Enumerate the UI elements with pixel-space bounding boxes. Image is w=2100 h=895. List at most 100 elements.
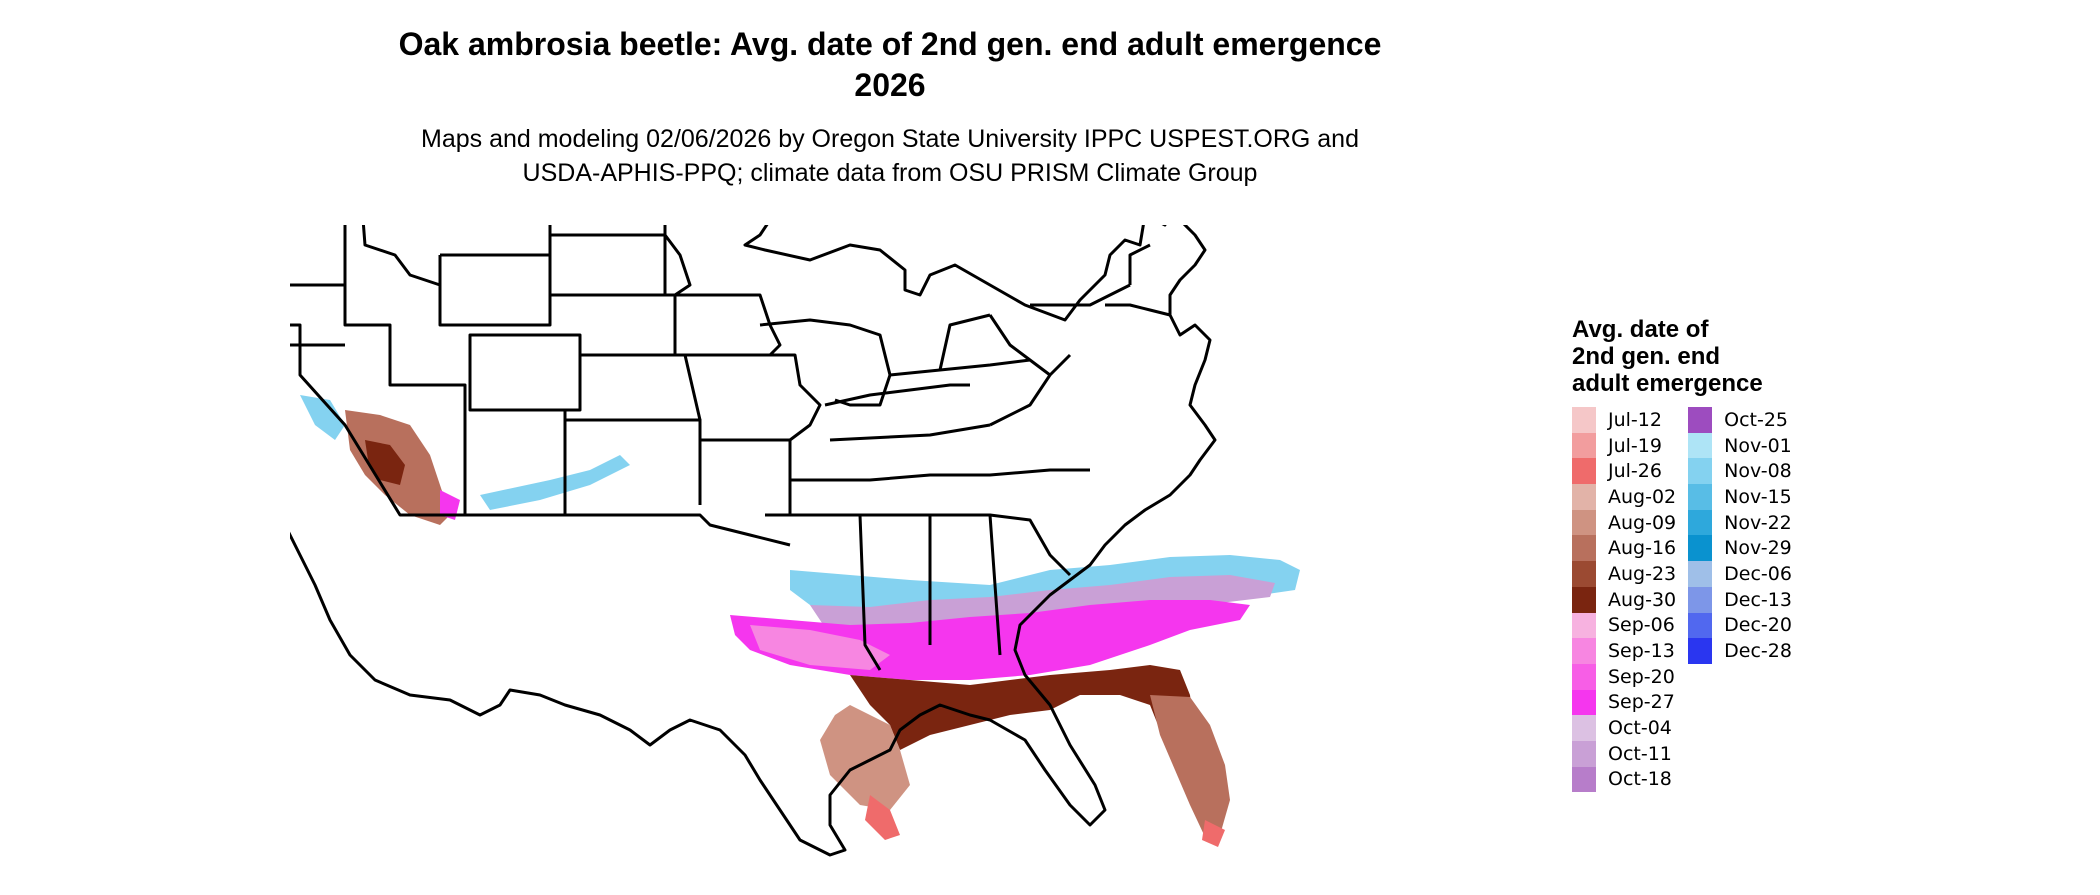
legend-label: Oct-04 xyxy=(1608,717,1672,740)
legend-swatch xyxy=(1688,407,1713,433)
legend-item: Aug-16 xyxy=(1572,535,1677,562)
legend-swatch xyxy=(1688,509,1713,536)
legend-swatch xyxy=(1572,535,1596,562)
legend-columns: Jul-12 Jul-19 Jul-26 Aug-02 Aug-09 Aug-16 Aug-… xyxy=(1572,407,1792,793)
legend-item: Oct-04 xyxy=(1572,715,1676,741)
legend-item: Sep-06 xyxy=(1572,612,1676,639)
state-line-10 xyxy=(550,233,667,297)
legend-swatch xyxy=(1572,458,1596,485)
legend-label: Jul-26 xyxy=(1608,460,1662,483)
legend-item: Dec-13 xyxy=(1688,586,1792,613)
region-tan-south xyxy=(820,705,910,810)
region-florida-tip xyxy=(1202,820,1225,847)
legend-label: Sep-06 xyxy=(1608,614,1675,637)
legend-title-line-1: Avg. date of xyxy=(1572,316,1709,343)
state-line-6 xyxy=(440,225,552,257)
legend-title-line-3: adult emergence xyxy=(1572,370,1763,397)
legend-label: Sep-27 xyxy=(1608,691,1675,714)
legend-item: Jul-12 xyxy=(1572,407,1676,433)
state-line-20 xyxy=(759,318,892,407)
legend-item: Aug-09 xyxy=(1572,509,1677,536)
region-brown-coast xyxy=(850,665,1195,750)
legend-label: Dec-28 xyxy=(1724,640,1792,663)
legend-swatch xyxy=(1572,766,1596,793)
legend-swatch xyxy=(1572,432,1596,459)
legend-label: Dec-06 xyxy=(1724,562,1792,585)
map-title-line-2: 2026 xyxy=(854,67,926,103)
us-outline xyxy=(290,225,1217,857)
legend-label: Nov-08 xyxy=(1724,460,1792,483)
legend-swatch xyxy=(1688,638,1713,664)
legend-item: Oct-18 xyxy=(1572,766,1676,793)
region-california-blue xyxy=(300,395,345,440)
legend-swatch xyxy=(1688,458,1713,485)
state-line-33 xyxy=(1105,303,1171,317)
legend-item: Nov-15 xyxy=(1688,484,1792,510)
legend-label: Aug-16 xyxy=(1608,537,1677,560)
legend-item: Dec-06 xyxy=(1688,561,1792,587)
legend-title: Avg. date of 2nd gen. end adult emergenc… xyxy=(1572,316,1792,397)
legend-item: Nov-22 xyxy=(1688,509,1792,536)
region-light-magenta xyxy=(750,625,890,670)
state-line-23 xyxy=(790,468,1090,482)
map-title: Oak ambrosia beetle: Avg. date of 2nd ge… xyxy=(300,24,1480,106)
state-line-8 xyxy=(468,333,582,412)
legend-label: Oct-25 xyxy=(1724,408,1789,431)
legend-item: Dec-28 xyxy=(1688,638,1792,664)
state-line-13 xyxy=(565,418,702,505)
legend-item: Nov-01 xyxy=(1688,432,1792,459)
state-line-15 xyxy=(663,225,692,297)
legend-label: Aug-02 xyxy=(1608,485,1677,508)
legend-item: Oct-11 xyxy=(1572,740,1676,767)
legend-swatch xyxy=(1572,612,1596,639)
legend-item: Oct-25 xyxy=(1688,407,1792,433)
legend-label: Jul-12 xyxy=(1608,408,1662,431)
legend-label: Aug-09 xyxy=(1608,511,1677,534)
legend-swatch xyxy=(1572,407,1596,433)
state-line-21 xyxy=(824,383,970,407)
legend-item: Nov-29 xyxy=(1688,535,1792,562)
state-line-24 xyxy=(860,513,932,645)
region-florida xyxy=(1150,695,1230,837)
state-line-1 xyxy=(343,225,467,515)
us-map xyxy=(290,225,1300,857)
map-title-line-1: Oak ambrosia beetle: Avg. date of 2nd ge… xyxy=(398,26,1382,62)
state-line-29 xyxy=(938,313,991,371)
state-line-11 xyxy=(550,293,677,355)
legend-item: Sep-13 xyxy=(1572,638,1676,664)
legend-item: Nov-08 xyxy=(1688,458,1792,485)
legend-swatch xyxy=(1572,663,1596,690)
state-line-12 xyxy=(580,353,702,422)
state-line-18 xyxy=(700,438,792,517)
legend-swatch xyxy=(1572,561,1596,587)
legend-item: Aug-02 xyxy=(1572,484,1676,510)
state-line-17 xyxy=(700,353,822,442)
legend-label: Nov-01 xyxy=(1724,434,1792,457)
legend-item: Dec-20 xyxy=(1688,612,1792,639)
map-subtitle: Maps and modeling 02/06/2026 by Oregon S… xyxy=(300,122,1480,190)
region-arizona-edge xyxy=(440,490,460,520)
state-line-14 xyxy=(563,420,791,547)
legend-item: Aug-23 xyxy=(1572,561,1676,587)
legend-label: Sep-20 xyxy=(1608,665,1675,688)
legend-label: Nov-29 xyxy=(1724,537,1792,560)
state-line-7 xyxy=(438,255,552,327)
legend-swatch xyxy=(1572,509,1596,536)
state-line-4 xyxy=(290,323,465,517)
legend-swatch xyxy=(1688,561,1713,587)
map-subtitle-line-2: USDA-APHIS-PPQ; climate data from OSU PR… xyxy=(522,159,1258,187)
state-line-22 xyxy=(829,423,991,442)
region-pink-tip xyxy=(865,795,900,840)
legend-label: Jul-19 xyxy=(1608,434,1662,457)
map-subtitle-line-1: Maps and modeling 02/06/2026 by Oregon S… xyxy=(421,125,1359,153)
emergence-regions xyxy=(300,395,1300,847)
legend-item: Jul-19 xyxy=(1572,432,1676,459)
legend-item: Sep-27 xyxy=(1572,689,1676,716)
legend-swatch xyxy=(1572,586,1596,613)
legend-swatch xyxy=(1688,586,1713,613)
legend-item: Jul-26 xyxy=(1572,458,1676,485)
state-line-31 xyxy=(1030,283,1131,307)
state-line-28 xyxy=(889,358,1031,377)
legend-label: Aug-30 xyxy=(1608,588,1677,611)
legend-label: Dec-20 xyxy=(1724,614,1792,637)
